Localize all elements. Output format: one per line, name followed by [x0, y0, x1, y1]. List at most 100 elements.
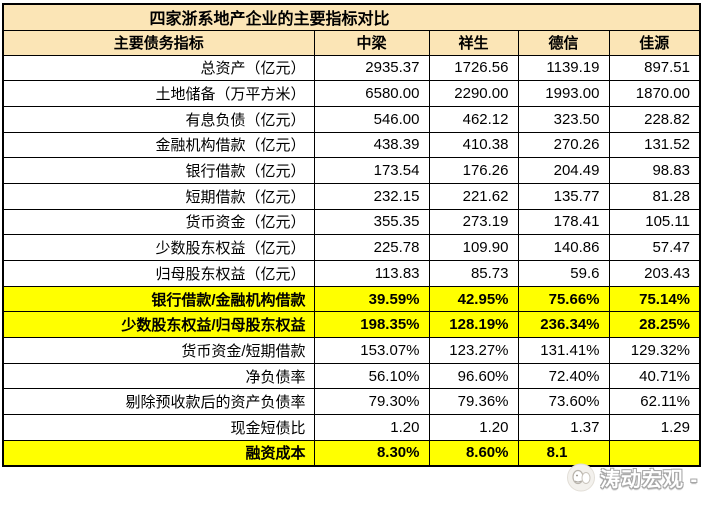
table-row: 现金短债比 1.20 1.20 1.37 1.29 — [2, 414, 701, 441]
table-row: 融资成本 8.30% 8.60% 8.1 — [2, 439, 701, 467]
table-row: 货币资金（亿元） 355.35 273.19 178.41 105.11 — [2, 208, 701, 236]
table-row: 剔除预收款后的资产负债率 79.30% 79.36% 73.60% 62.11% — [2, 388, 701, 416]
row-label: 少数股东权益（亿元） — [2, 234, 315, 261]
cell-value: 109.90 — [428, 234, 519, 261]
cell-value: 323.50 — [517, 105, 610, 133]
cell-value: 462.12 — [428, 105, 519, 133]
column-header-zhongliang: 中梁 — [313, 29, 430, 56]
cell-value: 129.32% — [608, 337, 701, 364]
cell-value: 173.54 — [313, 157, 430, 184]
table-row: 少数股东权益/归母股东权益 198.35% 128.19% 236.34% 28.25% — [2, 311, 701, 339]
cell-value: 273.19 — [428, 208, 519, 236]
cell-value: 123.27% — [428, 337, 519, 364]
row-label: 货币资金（亿元） — [2, 208, 315, 236]
table-row: 银行借款/金融机构借款 39.59% 42.95% 75.66% 75.14% — [2, 285, 701, 313]
cell-value: 81.28 — [608, 182, 701, 210]
cell-value: 232.15 — [313, 182, 430, 210]
watermark-text: 涛动宏观 - — [600, 469, 699, 491]
cell-value: 72.40% — [517, 362, 610, 390]
cell-value: 1.29 — [608, 414, 701, 441]
cell-value: 1993.00 — [517, 80, 610, 107]
table-image: 四家浙系地产企业的主要指标对比 主要债务指标 中梁 祥生 德信 佳源 总资产（亿… — [2, 3, 701, 492]
header-row: 主要债务指标 中梁 祥生 德信 佳源 — [2, 29, 701, 56]
cell-value: 1.20 — [428, 414, 519, 441]
cell-value: 1726.56 — [428, 54, 519, 82]
cell-value: 198.35% — [313, 311, 430, 339]
cell-value: 1.20 — [313, 414, 430, 441]
row-label: 短期借款（亿元） — [2, 182, 315, 210]
cell-value: 410.38 — [428, 131, 519, 159]
cell-value: 236.34% — [517, 311, 610, 339]
row-label: 银行借款（亿元） — [2, 157, 315, 184]
table-row: 少数股东权益（亿元） 225.78 109.90 140.86 57.47 — [2, 234, 701, 261]
cell-value: 79.30% — [313, 388, 430, 416]
cell-value: 438.39 — [313, 131, 430, 159]
cell-value: 355.35 — [313, 208, 430, 236]
comparison-table: 四家浙系地产企业的主要指标对比 主要债务指标 中梁 祥生 德信 佳源 总资产（亿… — [2, 3, 701, 467]
table-row: 归母股东权益（亿元） 113.83 85.73 59.6 203.43 — [2, 260, 701, 287]
cell-value: 28.25% — [608, 311, 701, 339]
cell-value: 105.11 — [608, 208, 701, 236]
cell-value: 75.66% — [517, 285, 610, 313]
table-row: 净负债率 56.10% 96.60% 72.40% 40.71% — [2, 362, 701, 390]
row-label: 少数股东权益/归母股东权益 — [2, 311, 315, 339]
column-header-jiayuan: 佳源 — [608, 29, 701, 56]
cell-value — [608, 439, 701, 467]
table-row: 总资产（亿元） 2935.37 1726.56 1139.19 897.51 — [2, 54, 701, 82]
cell-value: 85.73 — [428, 260, 519, 287]
cell-value: 897.51 — [608, 54, 701, 82]
cell-value: 204.49 — [517, 157, 610, 184]
cell-value: 140.86 — [517, 234, 610, 261]
cell-value: 40.71% — [608, 362, 701, 390]
cell-value: 203.43 — [608, 260, 701, 287]
cell-value: 1870.00 — [608, 80, 701, 107]
table-row: 货币资金/短期借款 153.07% 123.27% 131.41% 129.32% — [2, 337, 701, 364]
table-body: 总资产（亿元） 2935.37 1726.56 1139.19 897.51 土地储备（万… — [2, 54, 701, 467]
cell-value: 56.10% — [313, 362, 430, 390]
cell-value: 131.52 — [608, 131, 701, 159]
column-header-dexin: 德信 — [517, 29, 610, 56]
table-title: 四家浙系地产企业的主要指标对比 — [2, 3, 701, 31]
row-label: 总资产（亿元） — [2, 54, 315, 82]
cell-value: 546.00 — [313, 105, 430, 133]
row-label: 净负债率 — [2, 362, 315, 390]
cell-value: 131.41% — [517, 337, 610, 364]
table-row: 土地储备（万平方米） 6580.00 2290.00 1993.00 1870.00 — [2, 80, 701, 107]
cell-value: 57.47 — [608, 234, 701, 261]
cell-value: 1139.19 — [517, 54, 610, 82]
cell-value: 113.83 — [313, 260, 430, 287]
row-label: 融资成本 — [2, 439, 315, 467]
cell-value: 73.60% — [517, 388, 610, 416]
table-row: 银行借款（亿元） 173.54 176.26 204.49 98.83 — [2, 157, 701, 184]
cell-value: 96.60% — [428, 362, 519, 390]
cell-value: 6580.00 — [313, 80, 430, 107]
row-label: 归母股东权益（亿元） — [2, 260, 315, 287]
table-row: 有息负债（亿元） 546.00 462.12 323.50 228.82 — [2, 105, 701, 133]
row-label: 有息负债（亿元） — [2, 105, 315, 133]
cell-value: 75.14% — [608, 285, 701, 313]
row-label: 土地储备（万平方米） — [2, 80, 315, 107]
cell-value: 270.26 — [517, 131, 610, 159]
cell-value: 228.82 — [608, 105, 701, 133]
cell-value: 8.60% — [428, 439, 519, 467]
cell-value: 221.62 — [428, 182, 519, 210]
cell-value: 128.19% — [428, 311, 519, 339]
cell-value: 176.26 — [428, 157, 519, 184]
column-header-xiangsheng: 祥生 — [428, 29, 519, 56]
cell-value: 39.59% — [313, 285, 430, 313]
cell-value: 135.77 — [517, 182, 610, 210]
row-label: 现金短债比 — [2, 414, 315, 441]
row-label: 剔除预收款后的资产负债率 — [2, 388, 315, 416]
cell-value: 2290.00 — [428, 80, 519, 107]
cell-value: 42.95% — [428, 285, 519, 313]
row-label: 银行借款/金融机构借款 — [2, 285, 315, 313]
row-label: 金融机构借款（亿元） — [2, 131, 315, 159]
cell-value: 79.36% — [428, 388, 519, 416]
table-row: 金融机构借款（亿元） 438.39 410.38 270.26 131.52 — [2, 131, 701, 159]
cell-value: 8.30% — [313, 439, 430, 467]
cell-value: 62.11% — [608, 388, 701, 416]
title-row: 四家浙系地产企业的主要指标对比 — [2, 3, 701, 31]
cell-value: 225.78 — [313, 234, 430, 261]
cell-value: 178.41 — [517, 208, 610, 236]
row-label: 货币资金/短期借款 — [2, 337, 315, 364]
